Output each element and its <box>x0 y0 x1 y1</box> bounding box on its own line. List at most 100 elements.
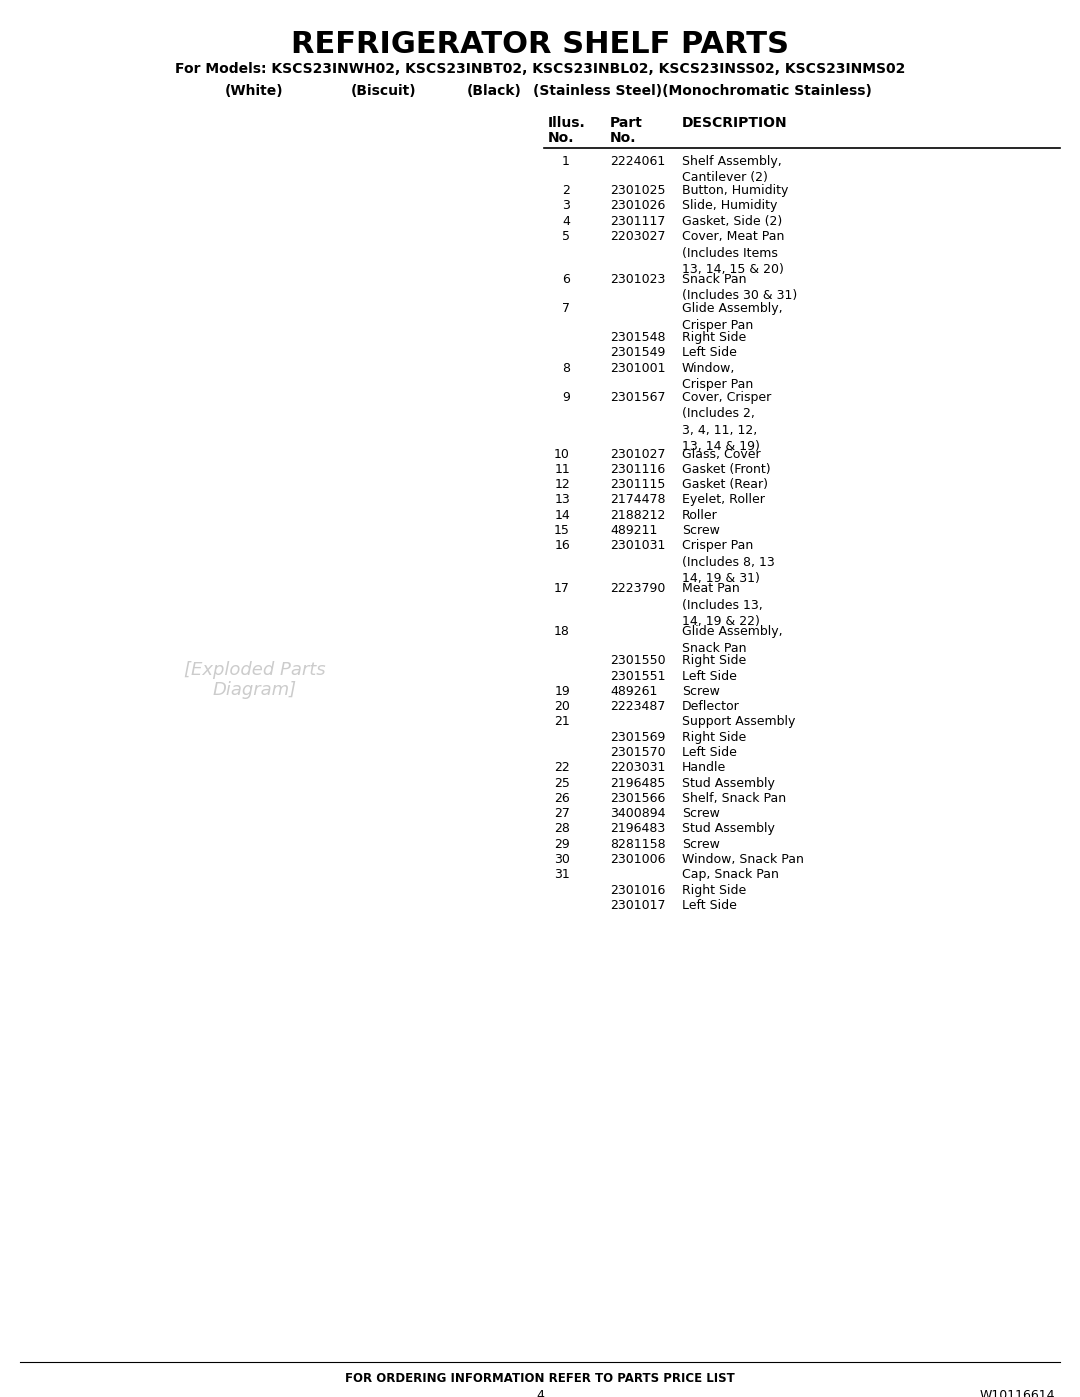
Text: (White): (White) <box>225 84 283 98</box>
Text: 12: 12 <box>554 478 570 492</box>
Text: Stud Assembly: Stud Assembly <box>681 823 774 835</box>
Text: Part: Part <box>610 116 643 130</box>
Text: Cover, Crisper
(Includes 2,
3, 4, 11, 12,
13, 14 & 19): Cover, Crisper (Includes 2, 3, 4, 11, 12… <box>681 391 771 453</box>
Text: 2188212: 2188212 <box>610 509 665 521</box>
Text: 14: 14 <box>554 509 570 521</box>
Text: 1: 1 <box>562 155 570 168</box>
Text: Left Side: Left Side <box>681 346 737 359</box>
Text: 2196483: 2196483 <box>610 823 665 835</box>
Text: 2223487: 2223487 <box>610 700 665 712</box>
Text: 2203031: 2203031 <box>610 761 665 774</box>
Text: 13: 13 <box>554 493 570 506</box>
Text: For Models: KSCS23INWH02, KSCS23INBT02, KSCS23INBL02, KSCS23INSS02, KSCS23INMS02: For Models: KSCS23INWH02, KSCS23INBT02, … <box>175 61 905 75</box>
Text: No.: No. <box>548 131 575 145</box>
Text: Right Side: Right Side <box>681 731 746 743</box>
Text: 8281158: 8281158 <box>610 838 665 851</box>
Text: DESCRIPTION: DESCRIPTION <box>681 116 787 130</box>
Text: 489211: 489211 <box>610 524 658 536</box>
Text: Right Side: Right Side <box>681 654 746 668</box>
Text: 2301017: 2301017 <box>610 900 665 912</box>
Text: 7: 7 <box>562 302 570 314</box>
Text: Gasket (Rear): Gasket (Rear) <box>681 478 768 492</box>
Text: 28: 28 <box>554 823 570 835</box>
Text: (Biscuit): (Biscuit) <box>351 84 416 98</box>
Text: Glass, Cover: Glass, Cover <box>681 447 760 461</box>
Text: Illus.: Illus. <box>548 116 585 130</box>
Text: Screw: Screw <box>681 524 720 536</box>
Text: Roller: Roller <box>681 509 718 521</box>
Text: Gasket, Side (2): Gasket, Side (2) <box>681 215 782 228</box>
Text: Handle: Handle <box>681 761 726 774</box>
Text: 2174478: 2174478 <box>610 493 665 506</box>
Text: 2301115: 2301115 <box>610 478 665 492</box>
Text: 10: 10 <box>554 447 570 461</box>
Text: Cap, Snack Pan: Cap, Snack Pan <box>681 869 779 882</box>
Text: 2301550: 2301550 <box>610 654 665 668</box>
Text: Right Side: Right Side <box>681 884 746 897</box>
Text: 30: 30 <box>554 854 570 866</box>
Text: 4: 4 <box>562 215 570 228</box>
Text: 4: 4 <box>536 1389 544 1397</box>
Text: 19: 19 <box>554 685 570 697</box>
Text: 11: 11 <box>554 462 570 476</box>
Text: Window, Snack Pan: Window, Snack Pan <box>681 854 804 866</box>
Text: 18: 18 <box>554 624 570 638</box>
Text: Left Side: Left Side <box>681 669 737 683</box>
Text: 2301031: 2301031 <box>610 539 665 552</box>
Text: 22: 22 <box>554 761 570 774</box>
Text: 2301001: 2301001 <box>610 362 665 374</box>
Text: Eyelet, Roller: Eyelet, Roller <box>681 493 765 506</box>
Text: 2301549: 2301549 <box>610 346 665 359</box>
Text: Deflector: Deflector <box>681 700 740 712</box>
Text: Shelf, Snack Pan: Shelf, Snack Pan <box>681 792 786 805</box>
Text: Screw: Screw <box>681 807 720 820</box>
Text: 17: 17 <box>554 583 570 595</box>
Text: (Black): (Black) <box>468 84 522 98</box>
Text: 2301116: 2301116 <box>610 462 665 476</box>
Text: 5: 5 <box>562 231 570 243</box>
Text: 27: 27 <box>554 807 570 820</box>
Text: 2301570: 2301570 <box>610 746 665 759</box>
Text: 25: 25 <box>554 777 570 789</box>
Text: 29: 29 <box>554 838 570 851</box>
Text: [Exploded Parts
Diagram]: [Exploded Parts Diagram] <box>185 661 326 700</box>
Text: Gasket (Front): Gasket (Front) <box>681 462 771 476</box>
Text: 31: 31 <box>554 869 570 882</box>
Text: 2301567: 2301567 <box>610 391 665 404</box>
Text: W10116614: W10116614 <box>980 1389 1055 1397</box>
Text: 2301006: 2301006 <box>610 854 665 866</box>
Text: 3400894: 3400894 <box>610 807 665 820</box>
Text: FOR ORDERING INFORMATION REFER TO PARTS PRICE LIST: FOR ORDERING INFORMATION REFER TO PARTS … <box>346 1372 734 1384</box>
Text: (Stainless Steel)(Monochromatic Stainless): (Stainless Steel)(Monochromatic Stainles… <box>532 84 872 98</box>
Text: Shelf Assembly,
Cantilever (2): Shelf Assembly, Cantilever (2) <box>681 155 782 184</box>
Text: Glide Assembly,
Crisper Pan: Glide Assembly, Crisper Pan <box>681 302 783 331</box>
Text: Cover, Meat Pan
(Includes Items
13, 14, 15 & 20): Cover, Meat Pan (Includes Items 13, 14, … <box>681 231 784 277</box>
Text: 2: 2 <box>562 184 570 197</box>
Text: 2301025: 2301025 <box>610 184 665 197</box>
Text: 2223790: 2223790 <box>610 583 665 595</box>
Text: Slide, Humidity: Slide, Humidity <box>681 200 778 212</box>
Text: Screw: Screw <box>681 838 720 851</box>
Text: Window,
Crisper Pan: Window, Crisper Pan <box>681 362 753 391</box>
Text: Left Side: Left Side <box>681 746 737 759</box>
Text: 489261: 489261 <box>610 685 658 697</box>
Text: Snack Pan
(Includes 30 & 31): Snack Pan (Includes 30 & 31) <box>681 272 797 302</box>
Text: 2301026: 2301026 <box>610 200 665 212</box>
Text: 6: 6 <box>562 272 570 286</box>
Text: 2301551: 2301551 <box>610 669 665 683</box>
Text: 3: 3 <box>562 200 570 212</box>
Text: 2196485: 2196485 <box>610 777 665 789</box>
Text: No.: No. <box>610 131 636 145</box>
Text: 2301117: 2301117 <box>610 215 665 228</box>
Text: Stud Assembly: Stud Assembly <box>681 777 774 789</box>
Text: 8: 8 <box>562 362 570 374</box>
Text: 2301027: 2301027 <box>610 447 665 461</box>
Text: 16: 16 <box>554 539 570 552</box>
Text: Crisper Pan
(Includes 8, 13
14, 19 & 31): Crisper Pan (Includes 8, 13 14, 19 & 31) <box>681 539 774 585</box>
Text: Screw: Screw <box>681 685 720 697</box>
Text: 2301566: 2301566 <box>610 792 665 805</box>
Text: 15: 15 <box>554 524 570 536</box>
Text: 2301023: 2301023 <box>610 272 665 286</box>
Text: REFRIGERATOR SHELF PARTS: REFRIGERATOR SHELF PARTS <box>291 29 789 59</box>
Text: 2224061: 2224061 <box>610 155 665 168</box>
